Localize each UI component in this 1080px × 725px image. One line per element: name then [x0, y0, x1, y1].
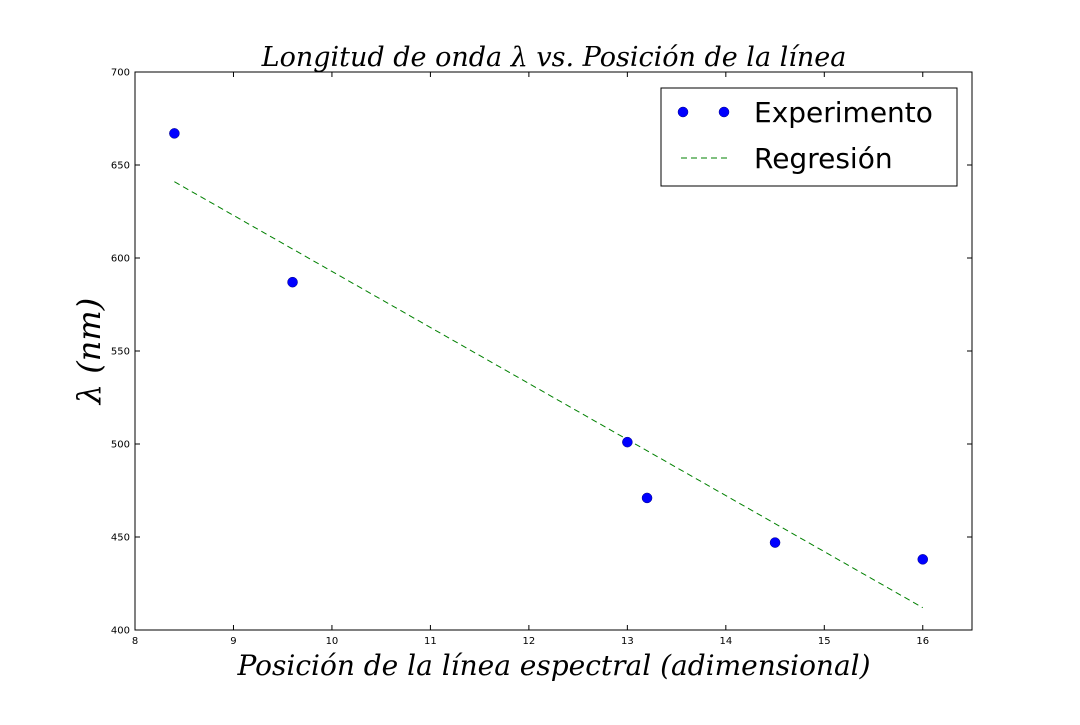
- legend-items: Experimento Regresión: [677, 96, 933, 175]
- legend-label: Regresión: [754, 142, 893, 175]
- x-axis-ticks: 8 9 10 11 12 13 14 15 16: [132, 72, 929, 647]
- data-point: [917, 554, 929, 565]
- x-axis-label: Posición de la línea espectral (adimensi…: [236, 649, 870, 682]
- chart-marks: [169, 128, 929, 609]
- y-axis-label: λ (nm): [70, 298, 108, 406]
- legend: Experimento Regresión: [660, 87, 958, 187]
- data-point: [287, 276, 298, 288]
- x-tick-label: 13: [621, 636, 634, 647]
- x-tick-label: 8: [132, 636, 138, 647]
- x-tick-label: 12: [523, 636, 536, 647]
- y-tick-label: 600: [111, 254, 130, 265]
- data-point: [622, 436, 633, 448]
- y-tick-label: 700: [111, 68, 130, 79]
- y-tick-label: 450: [111, 533, 130, 544]
- regression-line: [174, 181, 924, 609]
- data-point: [169, 128, 180, 139]
- legend-marker: [718, 106, 730, 118]
- legend-box: [660, 87, 958, 187]
- y-axis-ticks: 400 450 500 550 600 650 700: [111, 68, 972, 637]
- chart-title: Longitud de onda λ vs. Posición de la lí…: [261, 42, 847, 73]
- x-tick-label: 9: [230, 636, 236, 647]
- y-tick-label: 650: [111, 161, 130, 172]
- data-point: [641, 492, 653, 504]
- data-point: [769, 537, 781, 548]
- x-tick-label: 14: [719, 636, 732, 647]
- legend-label: Experimento: [754, 96, 933, 129]
- x-tick-label: 15: [818, 636, 831, 647]
- y-tick-label: 500: [111, 440, 130, 451]
- y-tick-label: 550: [111, 347, 130, 358]
- legend-marker: [677, 106, 689, 118]
- y-tick-label: 400: [111, 626, 130, 637]
- x-tick-label: 10: [326, 636, 339, 647]
- x-tick-label: 16: [916, 636, 929, 647]
- x-tick-label: 11: [424, 636, 437, 647]
